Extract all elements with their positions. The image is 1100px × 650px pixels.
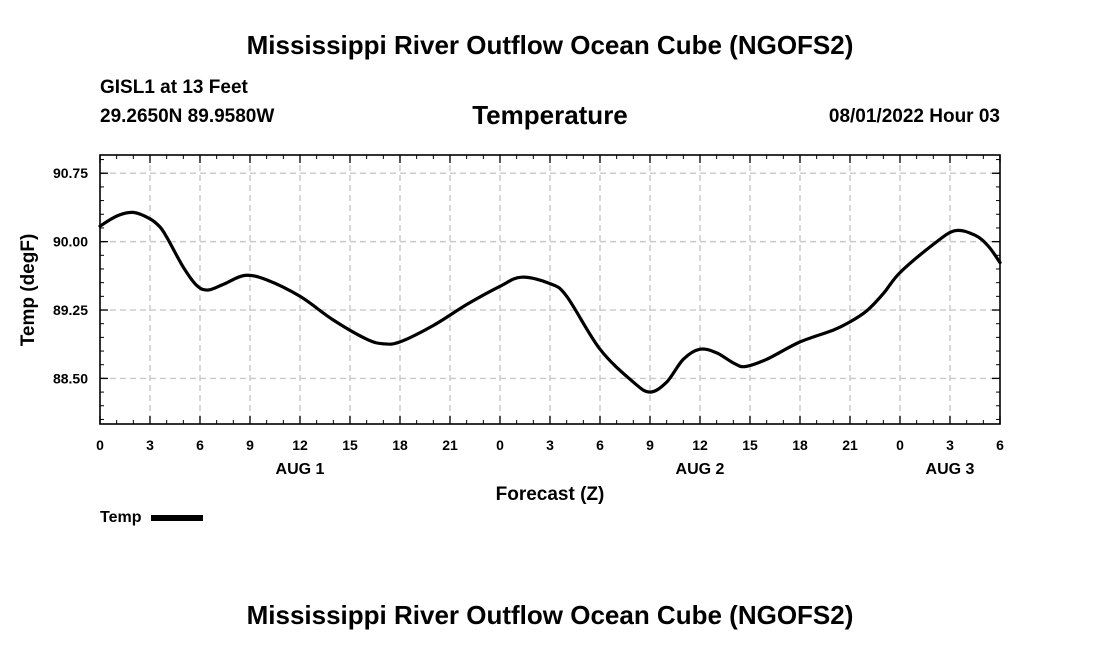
footer-title: Mississippi River Outflow Ocean Cube (NG…	[246, 600, 854, 630]
x-tick-label: 0	[896, 437, 904, 453]
chart-title: Temperature	[472, 100, 628, 130]
x-axis-label: Forecast (Z)	[496, 484, 605, 505]
y-tick-label: 89.25	[53, 302, 88, 318]
x-tick-label: 21	[442, 437, 458, 453]
y-axis-label: Temp (degF)	[18, 234, 39, 347]
x-tick-label: 3	[146, 437, 154, 453]
x-tick-label: 3	[946, 437, 954, 453]
x-tick-label: 9	[246, 437, 254, 453]
x-tick-label: 0	[496, 437, 504, 453]
x-tick-label: 18	[392, 437, 408, 453]
x-tick-label: 15	[742, 437, 758, 453]
x-tick-label: 12	[692, 437, 708, 453]
legend-label: Temp	[100, 509, 142, 526]
day-label: AUG 2	[676, 461, 725, 478]
x-tick-label: 6	[196, 437, 204, 453]
day-label: AUG 1	[276, 461, 325, 478]
x-tick-label: 18	[792, 437, 808, 453]
y-tick-label: 90.00	[53, 234, 88, 250]
x-tick-label: 6	[596, 437, 604, 453]
forecast-time: 08/01/2022 Hour 03	[828, 106, 1000, 127]
main-title: Mississippi River Outflow Ocean Cube (NG…	[246, 30, 854, 60]
x-tick-label: 15	[342, 437, 358, 453]
y-tick-label: 90.75	[53, 165, 88, 181]
day-label: AUG 3	[926, 461, 975, 478]
station-coordinates: 29.2650N 89.9580W	[100, 106, 275, 127]
x-tick-label: 0	[96, 437, 104, 453]
series-line-temp	[98, 210, 1002, 394]
x-tick-label: 21	[842, 437, 858, 453]
y-tick-label: 88.50	[53, 370, 88, 386]
station-name: GISL1 at 13 Feet	[100, 77, 248, 98]
x-tick-label: 6	[996, 437, 1004, 453]
x-tick-label: 3	[546, 437, 554, 453]
legend: Temp	[100, 509, 204, 527]
legend-line-swatch	[151, 515, 204, 521]
x-tick-label: 12	[292, 437, 308, 453]
x-tick-label: 9	[646, 437, 654, 453]
